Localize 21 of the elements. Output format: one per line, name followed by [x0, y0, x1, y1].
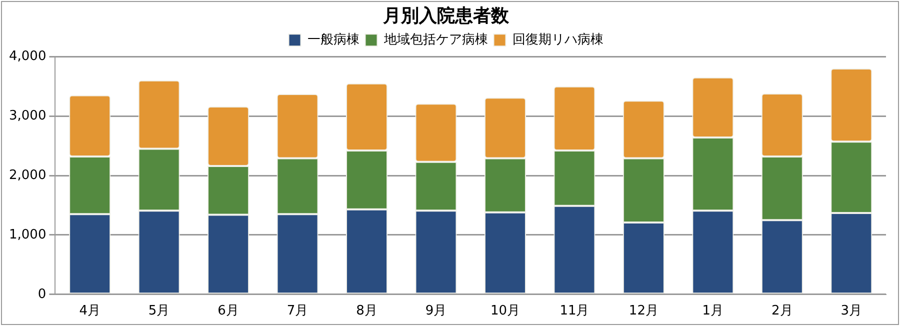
- x-tick-label: 8月: [356, 304, 378, 319]
- x-tick-label: 1月: [702, 304, 724, 319]
- x-tick-label: 10月: [490, 304, 520, 319]
- x-tick-label: 11月: [560, 304, 590, 319]
- y-tick-label: 2,000: [9, 168, 46, 183]
- x-tick-label: 6月: [218, 304, 239, 319]
- chart-title: 月別入院患者数: [382, 5, 510, 26]
- x-tick-label: 12月: [628, 304, 658, 319]
- y-tick-label: 3,000: [9, 108, 46, 124]
- x-tick-label: 7月: [286, 304, 308, 319]
- x-tick-label: 3月: [840, 304, 862, 319]
- y-tick-label: 4,000: [9, 48, 46, 64]
- x-tick-label: 2月: [772, 304, 793, 319]
- legend-label: 地域包括ケア病棟: [382, 32, 488, 48]
- x-tick-label: 4月: [79, 304, 100, 319]
- x-tick-label: 9月: [425, 304, 447, 319]
- legend-label: 一般病棟: [307, 32, 360, 48]
- y-tick-label: 0: [38, 286, 46, 302]
- y-tick-label: 1,000: [9, 227, 46, 242]
- legend-label: 回復期リハ病棟: [512, 32, 604, 48]
- x-tick-label: 5月: [148, 304, 170, 319]
